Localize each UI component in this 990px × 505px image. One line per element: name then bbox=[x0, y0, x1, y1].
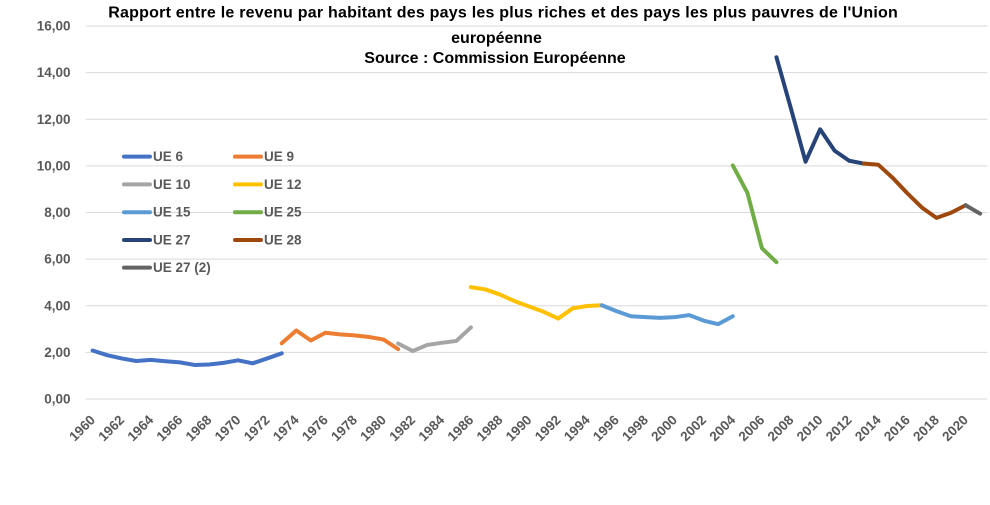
svg-text:1960: 1960 bbox=[66, 412, 98, 444]
svg-text:12,00: 12,00 bbox=[37, 112, 71, 127]
svg-text:UE 27: UE 27 bbox=[153, 233, 191, 248]
svg-text:2014: 2014 bbox=[852, 412, 884, 444]
svg-text:1986: 1986 bbox=[445, 412, 477, 444]
svg-text:2020: 2020 bbox=[939, 412, 971, 444]
svg-text:2000: 2000 bbox=[648, 412, 680, 444]
svg-text:1962: 1962 bbox=[95, 412, 127, 444]
svg-text:1982: 1982 bbox=[386, 412, 418, 444]
svg-text:UE 10: UE 10 bbox=[153, 177, 191, 192]
svg-text:2008: 2008 bbox=[765, 412, 797, 444]
svg-text:UE 9: UE 9 bbox=[264, 149, 294, 164]
svg-text:2016: 2016 bbox=[881, 412, 913, 444]
svg-text:1998: 1998 bbox=[619, 412, 651, 444]
svg-text:UE 28: UE 28 bbox=[264, 233, 302, 248]
svg-text:UE 6: UE 6 bbox=[153, 149, 184, 164]
svg-text:UE 27 (2): UE 27 (2) bbox=[153, 260, 211, 275]
svg-text:1966: 1966 bbox=[154, 412, 186, 444]
svg-text:14,00: 14,00 bbox=[37, 65, 71, 80]
svg-text:1968: 1968 bbox=[183, 412, 215, 444]
svg-text:4,00: 4,00 bbox=[44, 298, 70, 313]
svg-text:2002: 2002 bbox=[677, 412, 709, 444]
svg-text:européenne: européenne bbox=[451, 30, 542, 47]
svg-text:1980: 1980 bbox=[357, 412, 389, 444]
svg-text:1990: 1990 bbox=[503, 412, 535, 444]
svg-text:1978: 1978 bbox=[328, 412, 360, 444]
svg-text:Rapport entre le revenu par ha: Rapport entre le revenu par habitant des… bbox=[108, 5, 898, 22]
svg-text:2004: 2004 bbox=[706, 412, 738, 444]
svg-text:Source : Commission Européenne: Source : Commission Européenne bbox=[364, 50, 625, 67]
svg-text:8,00: 8,00 bbox=[44, 205, 70, 220]
svg-text:1974: 1974 bbox=[270, 412, 302, 444]
svg-text:2,00: 2,00 bbox=[44, 345, 70, 360]
svg-text:1992: 1992 bbox=[532, 412, 564, 444]
svg-text:0,00: 0,00 bbox=[44, 392, 70, 407]
svg-text:10,00: 10,00 bbox=[37, 158, 71, 173]
svg-text:16,00: 16,00 bbox=[37, 19, 71, 34]
svg-text:1984: 1984 bbox=[415, 412, 447, 444]
svg-text:2010: 2010 bbox=[794, 412, 826, 444]
svg-text:UE 12: UE 12 bbox=[264, 177, 302, 192]
svg-text:2018: 2018 bbox=[910, 412, 942, 444]
svg-text:1970: 1970 bbox=[212, 412, 244, 444]
svg-text:1994: 1994 bbox=[561, 412, 593, 444]
svg-text:2012: 2012 bbox=[823, 412, 855, 444]
svg-text:1964: 1964 bbox=[124, 412, 156, 444]
svg-text:UE 15: UE 15 bbox=[153, 205, 191, 220]
svg-text:1972: 1972 bbox=[241, 412, 273, 444]
svg-text:2006: 2006 bbox=[736, 412, 768, 444]
svg-text:1996: 1996 bbox=[590, 412, 622, 444]
svg-text:6,00: 6,00 bbox=[44, 252, 70, 267]
svg-text:1976: 1976 bbox=[299, 412, 331, 444]
svg-text:1988: 1988 bbox=[474, 412, 506, 444]
svg-text:UE 25: UE 25 bbox=[264, 205, 302, 220]
